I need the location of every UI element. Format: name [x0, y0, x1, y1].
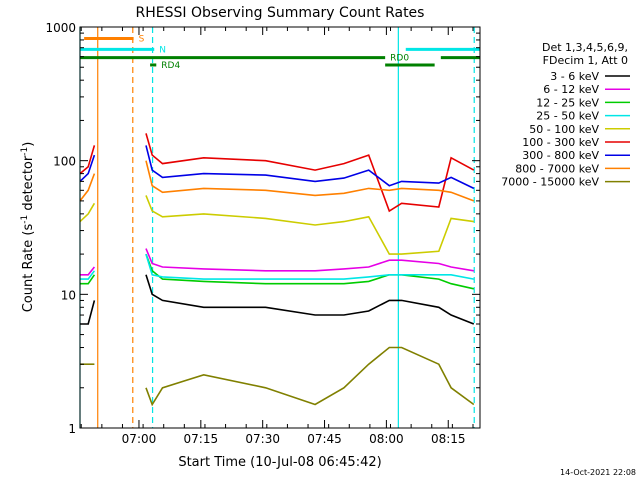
legend-label-9: 7000 - 15000 keV: [501, 176, 599, 189]
series-line-1: [145, 274, 475, 325]
y-label-sup: -1: [20, 215, 30, 224]
y-axis-label: Count Rate (s-1 detector-1): [20, 142, 36, 313]
plot-area: [80, 27, 480, 428]
y-tick-label: 10: [61, 288, 76, 302]
series-line-5: [79, 202, 96, 223]
legend-label-4: 25 - 50 keV: [536, 110, 599, 123]
y-tick-label: 1: [68, 422, 76, 436]
x-tick-label: 07:00: [122, 432, 157, 446]
legend-label-3: 12 - 25 keV: [536, 96, 599, 109]
plot-frame: [79, 26, 481, 429]
x-axis-label: Start Time (10-Jul-08 06:45:42): [178, 455, 381, 470]
series-line-7: [145, 145, 475, 190]
legend-header-line: FDecim 1, Att 0: [543, 54, 628, 67]
legend-header-line: Det 1,3,4,5,6,9,: [542, 41, 628, 54]
series-line-2: [80, 266, 96, 276]
x-tick-label: 08:15: [431, 432, 466, 446]
x-tick-label: 07:30: [245, 432, 280, 446]
series-line-4: [80, 270, 96, 280]
series-line-9: [145, 346, 475, 407]
legend-label-7: 300 - 800 keV: [522, 149, 599, 162]
series-line-8: [145, 160, 475, 202]
y-tick-label: 1000: [45, 21, 76, 35]
legend-label-6: 100 - 300 keV: [522, 136, 599, 149]
y-label-mid: detector: [21, 155, 36, 215]
series-line-3: [145, 253, 474, 290]
flag-label: N: [159, 45, 166, 55]
x-tick-label: 08:00: [369, 432, 404, 446]
flag-label: S: [139, 35, 145, 45]
series-line-2: [145, 248, 474, 272]
legend-label-5: 50 - 100 keV: [529, 123, 599, 136]
chart-title: RHESSI Observing Summary Count Rates: [136, 5, 425, 21]
series-line-5: [145, 195, 474, 255]
x-tick-label: 07:45: [307, 432, 342, 446]
series-line-8: [79, 173, 96, 202]
series-line-4: [145, 253, 474, 280]
y-label-suffix: ): [21, 142, 36, 147]
series-line-6: [79, 145, 96, 175]
series-line-6: [145, 133, 475, 213]
legend-label-2: 6 - 12 keV: [543, 83, 599, 96]
x-tick-label: 07:15: [184, 432, 219, 446]
y-label-prefix: Count Rate (s: [21, 224, 36, 313]
y-label-sup2: -1: [20, 147, 30, 156]
legend-label-1: 3 - 6 keV: [550, 70, 599, 83]
series-line-7: [79, 154, 96, 182]
flag-label: RD4: [161, 61, 180, 71]
series-line-3: [80, 274, 96, 285]
footer-timestamp: 14-Oct-2021 22:08: [560, 468, 636, 477]
flag-label: RD0: [390, 54, 409, 64]
y-tick-label: 100: [53, 155, 76, 169]
legend-label-8: 800 - 7000 keV: [515, 162, 599, 175]
